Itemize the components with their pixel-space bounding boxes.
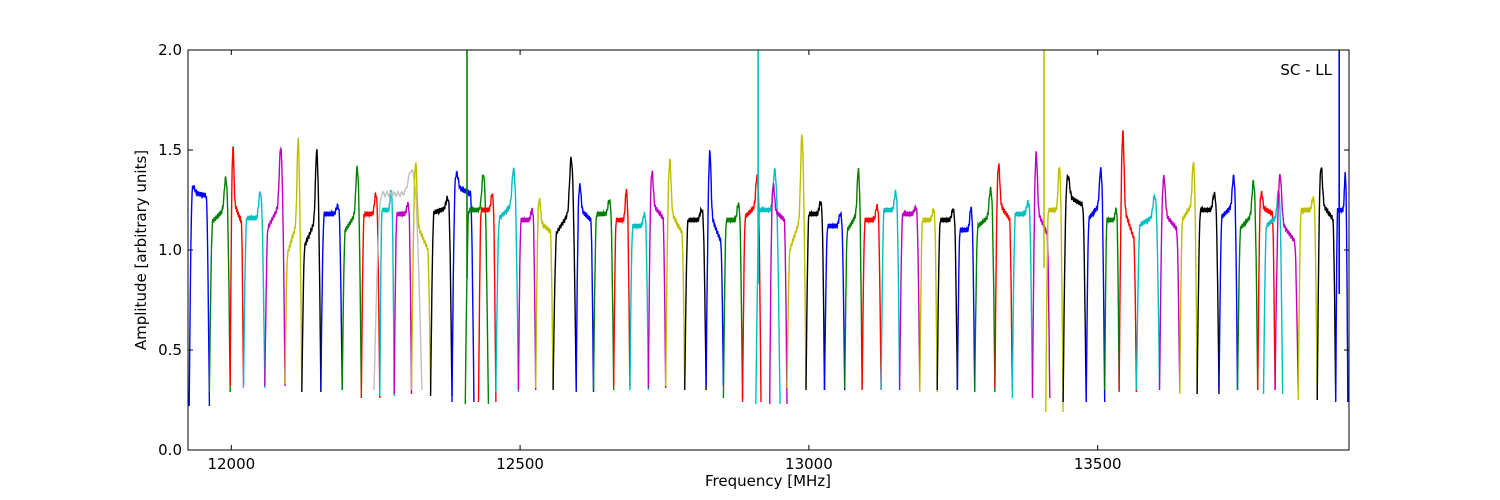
- passband-trace-28: [665, 158, 686, 387]
- passband-trace-33: [755, 168, 781, 405]
- passband-trace-27: [647, 170, 667, 389]
- passband-trace-61: [1262, 189, 1284, 395]
- passband-trace-45: [974, 186, 996, 393]
- x-tick-label: 12500: [496, 455, 544, 473]
- passband-trace-2: [208, 176, 231, 393]
- passband-trace-64: [1316, 167, 1337, 401]
- passband-trace-7: [301, 149, 322, 393]
- passband-trace-17: [464, 174, 490, 405]
- passband-trace-54: [1135, 193, 1161, 391]
- x-tick-label: 13000: [785, 455, 833, 473]
- passband-trace-1: [188, 185, 211, 407]
- y-tick-label: 2.0: [158, 41, 182, 59]
- passband-trace-59: [1236, 179, 1259, 391]
- passband-trace-49: [1045, 166, 1064, 413]
- y-tick-label: 1.5: [158, 141, 182, 159]
- passband-trace-46: [994, 163, 1013, 389]
- passband-trace-51: [1085, 167, 1106, 403]
- passband-trace-50: [1062, 173, 1087, 403]
- passband-trace-14: [410, 162, 432, 391]
- passband-trace-6: [284, 137, 303, 385]
- x-axis-label: Frequency [MHz]: [705, 472, 831, 490]
- passband-trace-24: [592, 199, 615, 391]
- passband-trace-3: [229, 146, 245, 387]
- passband-trace-20: [517, 207, 537, 391]
- passband-trace-9: [341, 165, 362, 391]
- passband-trace-57: [1196, 191, 1220, 395]
- y-tick-label: 0.5: [158, 341, 182, 359]
- passband-trace-16: [451, 170, 475, 403]
- x-tick-label: 13500: [1074, 455, 1122, 473]
- passband-trace-53: [1118, 130, 1138, 393]
- passband-trace-22: [552, 156, 577, 391]
- passband-trace-60: [1256, 190, 1276, 391]
- passband-trace-19: [495, 167, 520, 393]
- passband-trace-15: [429, 195, 453, 397]
- panel-annotation: SC - LL: [1280, 61, 1332, 79]
- passband-trace-35: [786, 134, 807, 389]
- x-axis: 12000 12500 13000 13500: [207, 50, 1122, 473]
- passband-trace-12: [373, 168, 423, 391]
- passband-trace-34: [769, 183, 788, 405]
- passband-trace-52: [1103, 206, 1120, 391]
- passband-trace-36: [805, 200, 826, 391]
- passband-trace-38: [844, 167, 863, 389]
- passband-trace-25: [613, 189, 631, 387]
- passband-trace-40: [880, 189, 901, 391]
- passband-trace-63: [1297, 196, 1318, 401]
- y-tick-label: 1.0: [158, 241, 182, 259]
- passband-trace-18: [477, 193, 497, 403]
- passband-trace-55: [1158, 174, 1181, 391]
- passband-trace-31: [722, 201, 744, 399]
- x-tick-label: 12000: [207, 455, 255, 473]
- passband-trace-39: [861, 203, 882, 391]
- passband-trace-47: [1011, 199, 1034, 399]
- passband-trace-62: [1274, 174, 1299, 391]
- passband-trace-8: [320, 203, 343, 391]
- passband-trace-44: [956, 206, 976, 391]
- passband-trace-26: [629, 211, 650, 391]
- passband-trace-41: [898, 204, 921, 391]
- passband-trace-48: [1031, 151, 1051, 399]
- passband-trace-37: [823, 210, 846, 391]
- plot-traces: [188, 50, 1349, 413]
- passband-trace-29: [684, 206, 707, 391]
- y-tick-label: 0.0: [158, 441, 182, 459]
- passband-trace-58: [1218, 174, 1239, 391]
- passband-trace-4: [242, 190, 266, 389]
- passband-trace-23: [575, 183, 595, 393]
- passband-trace-43: [936, 207, 959, 391]
- passband-trace-5: [264, 146, 286, 387]
- passband-trace-10: [360, 191, 381, 399]
- passband-trace-65: [1334, 172, 1349, 403]
- passband-trace-42: [919, 207, 938, 393]
- y-axis: 0.0 0.5 1.0 1.5 2.0: [158, 41, 1349, 459]
- passband-trace-21: [535, 197, 554, 389]
- passband-trace-13: [393, 201, 413, 395]
- passband-trace-56: [1179, 161, 1198, 395]
- passband-trace-30: [705, 150, 725, 387]
- y-axis-label: Amplitude [arbitrary units]: [132, 150, 150, 350]
